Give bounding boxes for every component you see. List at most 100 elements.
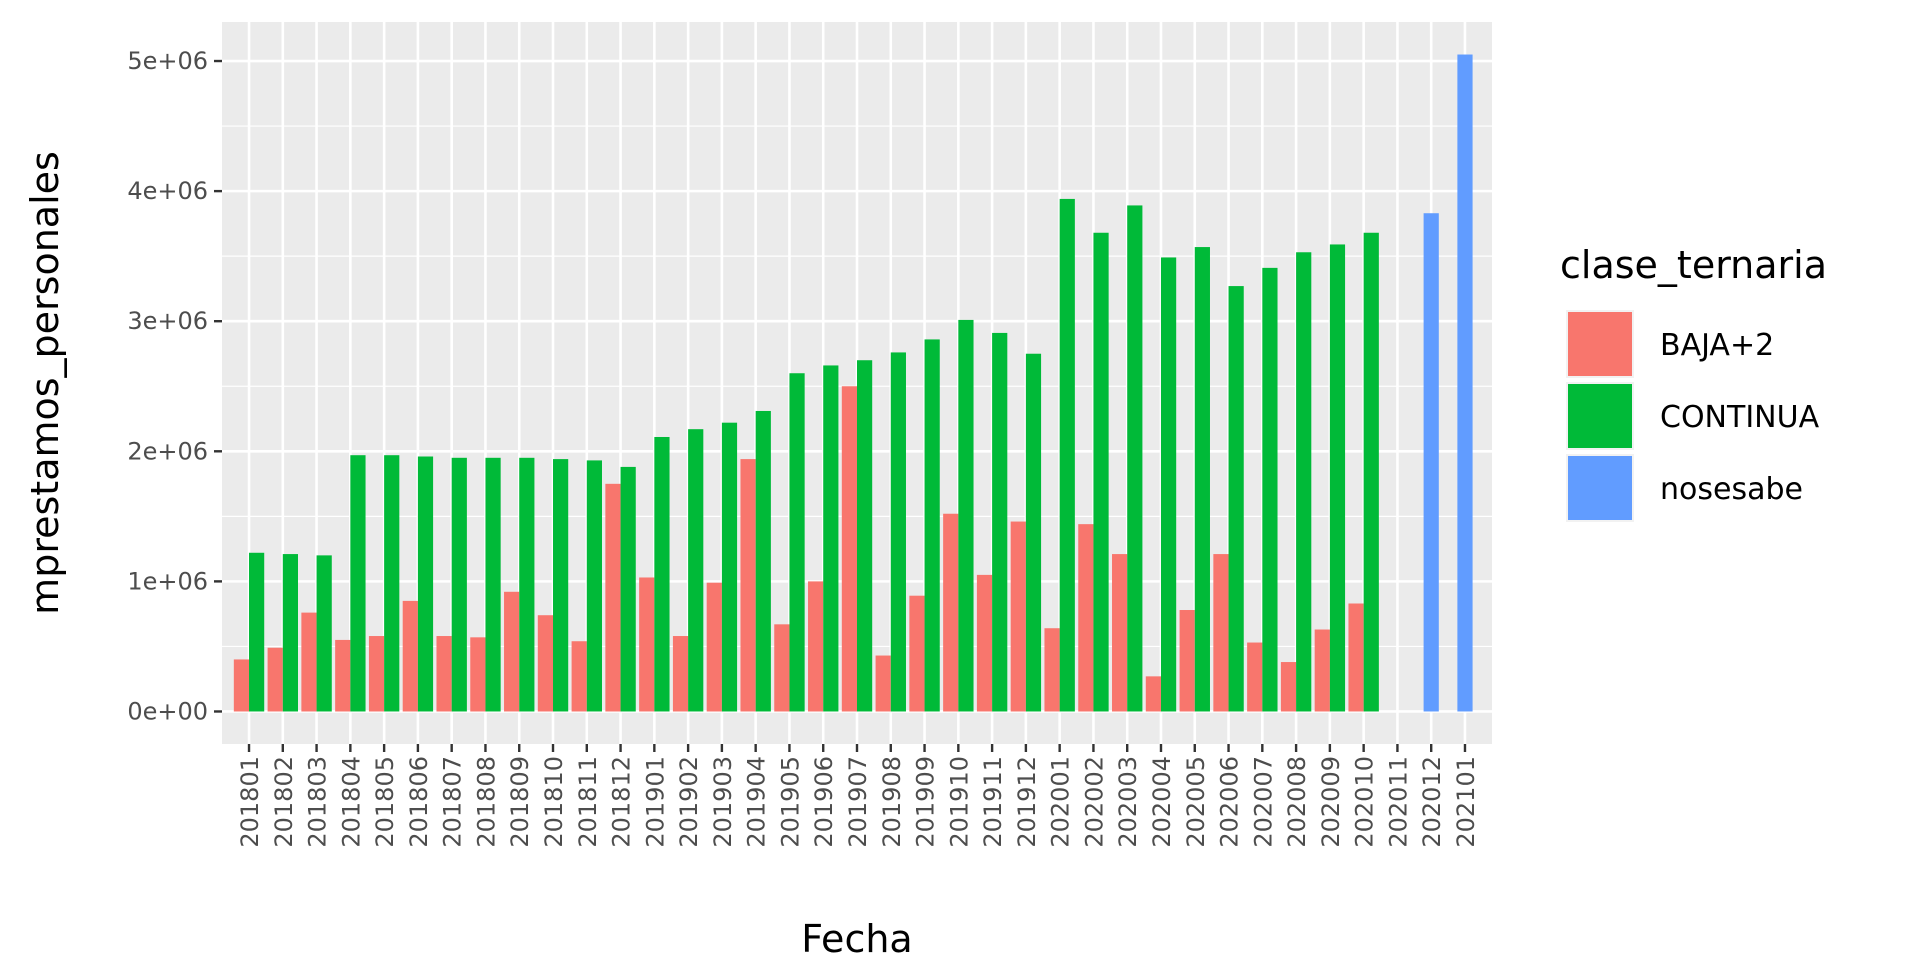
x-tick-label: 202101: [1452, 756, 1480, 848]
bar-baja-2-201802: [267, 647, 283, 712]
x-tick-label: 201901: [641, 756, 669, 848]
bar-continua-201912: [1025, 353, 1042, 712]
bar-continua-201811: [586, 460, 602, 712]
bar-continua-202001: [1059, 198, 1075, 712]
bar-continua-202004: [1160, 257, 1177, 712]
bar-baja-2-201906: [808, 581, 824, 712]
bar-baja-2-202005: [1179, 610, 1195, 712]
y-tick-label: 1e+06: [127, 567, 208, 595]
bar-continua-201803: [316, 555, 332, 712]
x-tick-label: 201908: [878, 756, 906, 848]
x-tick-label: 202008: [1283, 756, 1311, 848]
bar-continua-201802: [282, 554, 298, 712]
legend-swatch: [1568, 312, 1632, 376]
x-tick-label: 201807: [439, 756, 467, 848]
bar-continua-201812: [620, 466, 636, 712]
x-tick-label: 201805: [371, 756, 399, 848]
legend-label: nosesabe: [1660, 472, 1803, 507]
x-tick-label: 201801: [236, 756, 264, 848]
bar-continua-201904: [755, 410, 771, 712]
bar-baja-2-201809: [504, 591, 520, 712]
bar-continua-201810: [553, 459, 569, 712]
bar-baja-2-201909: [909, 595, 925, 712]
bar-baja-2-201902: [672, 636, 689, 712]
legend-swatch: [1568, 384, 1632, 448]
x-tick-label: 201811: [574, 756, 602, 848]
x-tick-label: 201804: [337, 756, 365, 848]
bar-continua-201910: [958, 319, 974, 712]
bar-baja-2-201810: [537, 615, 554, 712]
bars: [233, 54, 1473, 712]
y-tick-label: 3e+06: [127, 307, 208, 335]
bar-continua-201807: [451, 457, 467, 712]
x-tick-label: 201904: [743, 756, 771, 848]
x-tick-label: 201809: [506, 756, 534, 848]
bar-baja-2-201901: [639, 577, 655, 712]
bar-baja-2-201808: [470, 637, 486, 712]
x-tick-label: 201810: [540, 756, 568, 848]
y-axis: 0e+00 1e+06 2e+06 3e+06 4e+06 5e+06: [127, 47, 222, 725]
x-tick-label: 202012: [1418, 756, 1446, 848]
bar-continua-202010: [1363, 232, 1379, 712]
bar-continua-201902: [688, 429, 704, 712]
bar-continua-202008: [1296, 252, 1312, 712]
x-tick-label: 201902: [675, 756, 703, 848]
x-tick-label: 201906: [810, 756, 838, 848]
bar-continua-201911: [992, 332, 1008, 712]
x-tick-label: 202001: [1047, 756, 1075, 848]
x-tick-label: 201911: [979, 756, 1007, 848]
bar-continua-202005: [1194, 247, 1210, 712]
x-tick-label: 201806: [405, 756, 433, 848]
bar-continua-201901: [654, 436, 670, 712]
bar-continua-201907: [857, 360, 873, 712]
bar-baja-2-202002: [1078, 524, 1094, 712]
bar-continua-202003: [1127, 205, 1143, 712]
x-tick-label: 201907: [844, 756, 872, 848]
bar-baja-2-202004: [1145, 676, 1161, 712]
bar-baja-2-201807: [436, 636, 452, 712]
bar-baja-2-201911: [976, 574, 993, 712]
bar-baja-2-201803: [301, 612, 317, 712]
bar-continua-202009: [1329, 244, 1346, 712]
bar-continua-201808: [485, 457, 501, 712]
bar-continua-201806: [417, 456, 434, 712]
bar-baja-2-201805: [368, 636, 385, 712]
bar-baja-2-201904: [740, 459, 756, 712]
y-tick-label: 2e+06: [127, 437, 208, 465]
legend-title: clase_ternaria: [1560, 243, 1827, 287]
y-tick-label: 5e+06: [127, 47, 208, 75]
bar-baja-2-201910: [943, 513, 959, 712]
x-tick-label: 201905: [776, 756, 804, 848]
bar-baja-2-201811: [571, 641, 587, 712]
bar-continua-201801: [249, 552, 265, 712]
x-axis-title: Fecha: [801, 917, 912, 961]
x-tick-label: 201802: [270, 756, 298, 848]
x-tick-label: 202011: [1384, 756, 1412, 848]
bar-continua-201908: [890, 352, 906, 712]
bar-baja-2-202008: [1280, 662, 1297, 712]
x-tick-label: 202004: [1148, 756, 1176, 848]
bar-baja-2-202010: [1348, 603, 1364, 712]
y-tick-label: 0e+00: [127, 697, 208, 725]
bar-baja-2-201903: [706, 582, 722, 712]
bar-continua-201805: [384, 455, 400, 712]
x-tick-label: 202007: [1249, 756, 1277, 848]
bar-baja-2-202007: [1247, 642, 1263, 712]
bar-nosesabe-202101: [1457, 54, 1473, 712]
x-tick-label: 201803: [304, 756, 332, 848]
bar-baja-2-202003: [1112, 554, 1128, 712]
legend-label: BAJA+2: [1660, 328, 1774, 363]
x-tick-label: 201812: [608, 756, 636, 848]
x-tick-label: 201808: [472, 756, 500, 848]
bar-continua-201809: [519, 457, 535, 712]
bar-continua-201903: [721, 422, 738, 712]
x-tick-label: 202009: [1317, 756, 1345, 848]
x-tick-label: 202003: [1114, 756, 1142, 848]
x-axis: 201801 201802 201803 201804 201805 201806 2018…: [236, 744, 1480, 848]
bar-baja-2-201908: [875, 655, 891, 712]
x-tick-label: 202006: [1216, 756, 1244, 848]
bar-continua-201906: [823, 365, 839, 712]
bar-baja-2-201804: [335, 639, 351, 712]
x-tick-label: 201909: [912, 756, 940, 848]
